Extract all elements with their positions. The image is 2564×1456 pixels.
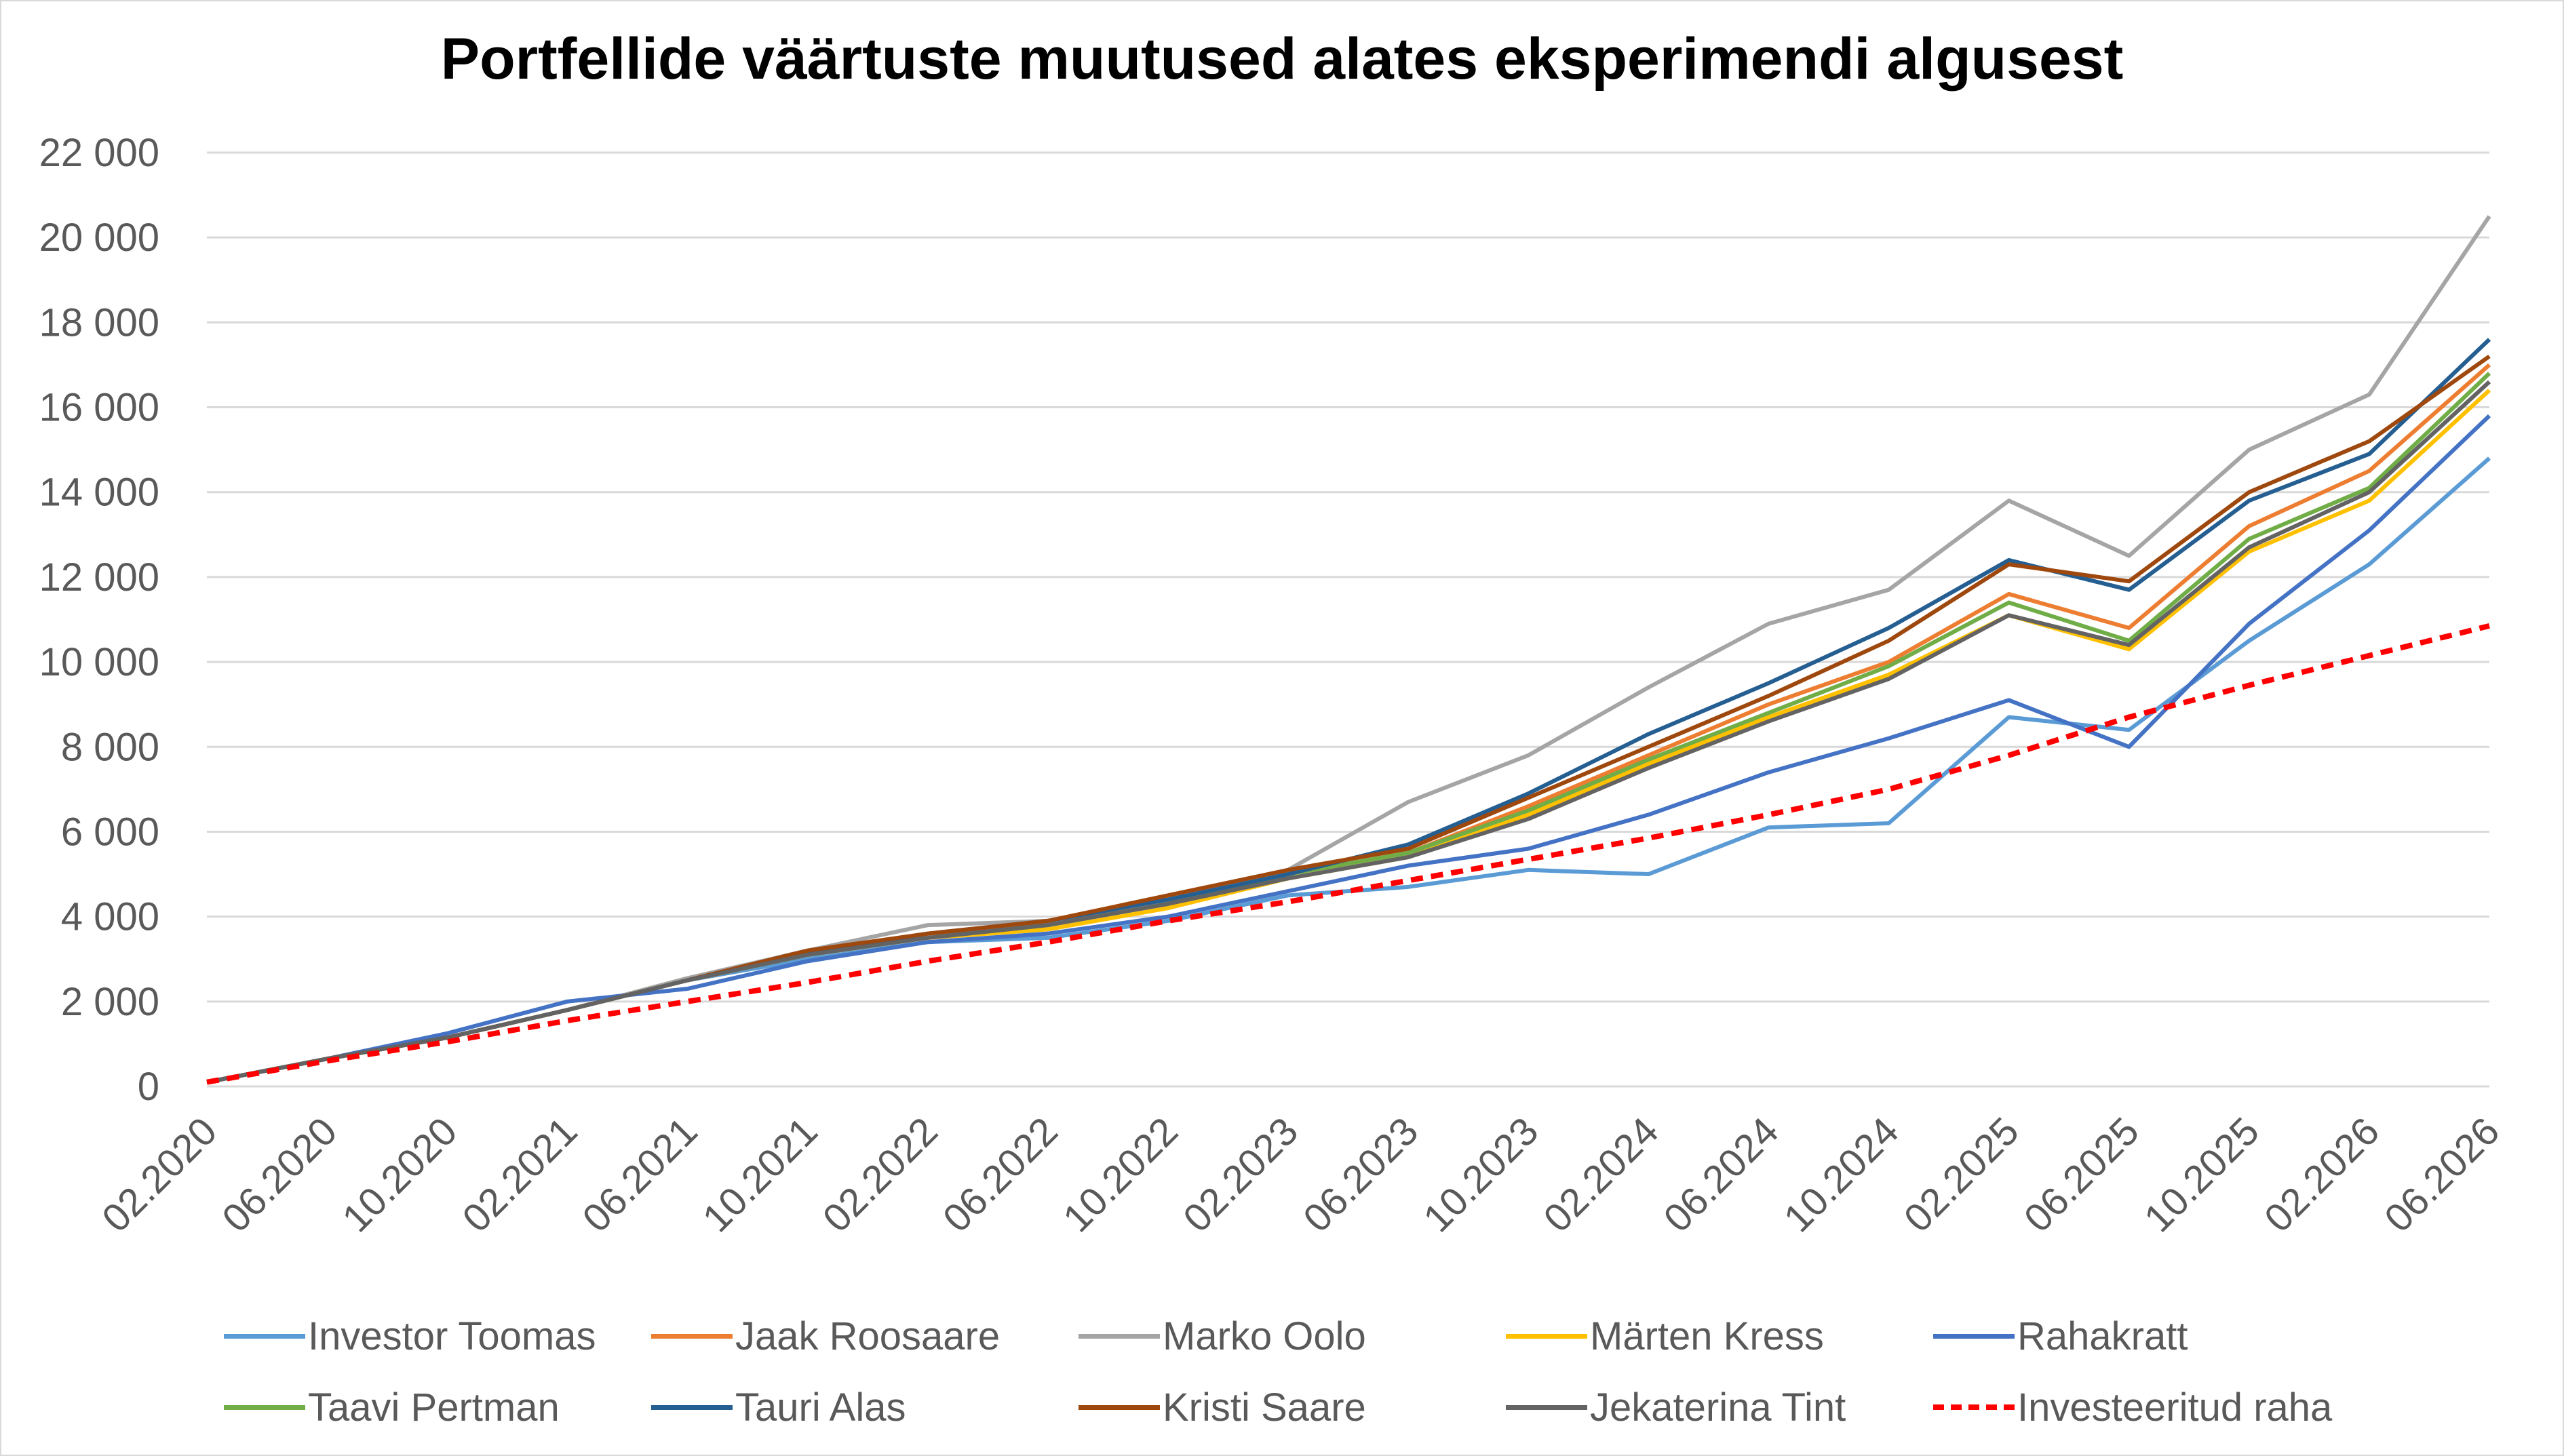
x-tick-label: 06.2021 — [574, 1109, 705, 1240]
x-tick-label: 06.2025 — [2016, 1109, 2148, 1240]
x-tick-label: 02.2025 — [1896, 1109, 2027, 1240]
legend-item: Kristi Saare — [1079, 1373, 1366, 1441]
legend-label: Taavi Pertman — [308, 1385, 560, 1430]
x-tick-label: 06.2026 — [2376, 1109, 2508, 1240]
series-line-4 — [206, 389, 2491, 1084]
legend-label: Tauri Alas — [735, 1385, 906, 1430]
legend-swatch — [224, 1333, 305, 1339]
legend-swatch — [1079, 1404, 1160, 1410]
legend-label: Jekaterina Tint — [1590, 1385, 1846, 1430]
legend-label: Rahakratt — [2017, 1314, 2188, 1358]
legend-item: Märten Kress — [1506, 1302, 1824, 1370]
legend-swatch — [651, 1333, 733, 1339]
legend-label: Märten Kress — [1590, 1314, 1824, 1358]
legend-swatch — [1079, 1333, 1160, 1339]
legend-item: Marko Oolo — [1079, 1302, 1366, 1370]
series-line-1 — [206, 456, 2491, 1084]
legend-label: Marko Oolo — [1163, 1314, 1366, 1358]
x-tick-label: 10.2025 — [2136, 1109, 2268, 1240]
x-tick-label: 10.2024 — [1775, 1109, 1907, 1240]
x-tick-label: 10.2023 — [1415, 1109, 1547, 1240]
x-tick-label: 10.2021 — [695, 1109, 826, 1240]
x-axis-ticks: 02.202006.202010.202002.202106.202110.20… — [94, 1109, 2508, 1240]
y-tick-label: 2 000 — [61, 980, 159, 1024]
x-tick-label: 02.2021 — [454, 1109, 585, 1240]
legend-item: Jaak Roosaare — [651, 1302, 1000, 1370]
x-tick-label: 02.2024 — [1535, 1109, 1667, 1240]
x-tick-label: 06.2020 — [214, 1109, 345, 1240]
series-line-9 — [206, 380, 2491, 1084]
legend-item: Taavi Pertman — [224, 1373, 560, 1441]
x-tick-label: 10.2022 — [1055, 1109, 1186, 1240]
y-tick-label: 18 000 — [39, 300, 159, 345]
legend-swatch — [1506, 1404, 1587, 1410]
y-tick-label: 10 000 — [39, 640, 159, 684]
series-line-2 — [206, 363, 2491, 1084]
legend: Investor Toomas Jaak Roosaare Marko Oolo Mä… — [224, 1302, 2462, 1438]
x-tick-label: 06.2023 — [1295, 1109, 1426, 1240]
legend-item: Investeeritud raha — [1933, 1373, 2332, 1441]
series-line-8 — [206, 354, 2491, 1084]
y-tick-label: 8 000 — [61, 725, 159, 769]
x-tick-label: 10.2020 — [334, 1109, 465, 1240]
y-tick-label: 22 000 — [39, 131, 159, 175]
legend-swatch — [1933, 1333, 2015, 1339]
x-tick-label: 02.2026 — [2256, 1109, 2388, 1240]
y-tick-label: 4 000 — [61, 895, 159, 939]
series-line-3 — [206, 215, 2491, 1084]
y-tick-label: 14 000 — [39, 471, 159, 515]
series-lines — [206, 215, 2491, 1085]
legend-swatch — [651, 1404, 733, 1410]
gridlines — [207, 151, 2489, 1088]
y-axis-ticks: 0 2 000 4 000 6 000 8 000 10 000 12 000 14 000 1… — [39, 131, 159, 1109]
series-line-10 — [206, 623, 2490, 1085]
x-tick-label: 06.2024 — [1655, 1109, 1787, 1240]
legend-item: Tauri Alas — [651, 1373, 906, 1441]
legend-swatch — [1933, 1404, 2015, 1410]
legend-item: Investor Toomas — [224, 1302, 596, 1370]
x-tick-label: 06.2022 — [935, 1109, 1066, 1240]
chart-title: Portfellide väärtuste muutused alates ek… — [440, 26, 2124, 92]
series-line-5 — [206, 414, 2491, 1084]
legend-item: Jekaterina Tint — [1506, 1373, 1846, 1441]
y-tick-label: 20 000 — [39, 216, 159, 260]
legend-label: Investor Toomas — [308, 1314, 596, 1358]
y-tick-label: 0 — [138, 1065, 159, 1109]
y-tick-label: 16 000 — [39, 386, 159, 430]
y-tick-label: 12 000 — [39, 555, 159, 599]
x-tick-label: 02.2020 — [94, 1109, 225, 1240]
x-tick-label: 02.2022 — [815, 1109, 946, 1240]
legend-label: Investeeritud raha — [2017, 1385, 2333, 1430]
legend-swatch — [224, 1404, 305, 1410]
y-tick-label: 6 000 — [61, 810, 159, 854]
legend-label: Jaak Roosaare — [735, 1314, 1001, 1358]
x-tick-label: 02.2023 — [1175, 1109, 1306, 1240]
legend-item: Rahakratt — [1933, 1302, 2188, 1370]
legend-swatch — [1506, 1333, 1587, 1339]
legend-label: Kristi Saare — [1163, 1385, 1366, 1430]
